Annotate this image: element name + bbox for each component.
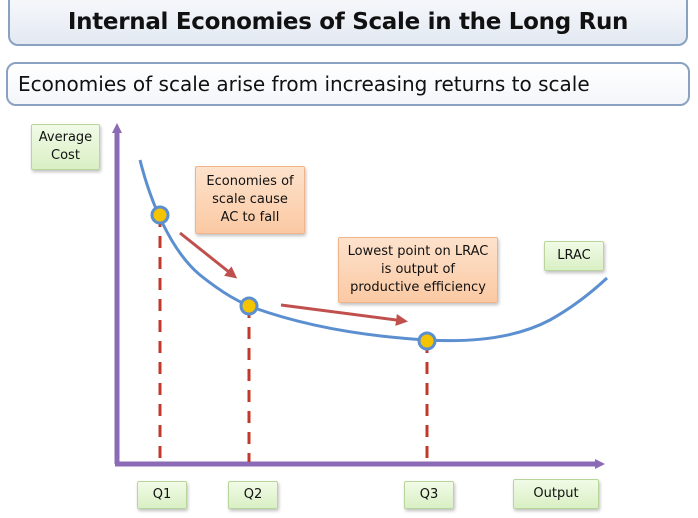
page-title: Internal Economies of Scale in the Long … xyxy=(67,9,629,35)
point-q1 xyxy=(150,205,170,225)
lrac-curve xyxy=(138,159,609,343)
lrac-label: LRAC xyxy=(544,241,604,271)
title-banner: Internal Economies of Scale in the Long … xyxy=(8,0,688,46)
q3-label: Q3 xyxy=(404,481,454,509)
q2-label: Q2 xyxy=(228,481,278,509)
efficiency-annotation: Lowest point on LRAC is output of produc… xyxy=(338,237,498,303)
point-q3 xyxy=(417,331,437,351)
page-subtitle: Economies of scale arise from increasing… xyxy=(18,72,590,96)
falling-cost-arrow xyxy=(179,231,238,279)
x-axis-label: Output xyxy=(513,479,599,509)
y-axis-label: Average Cost xyxy=(31,124,100,170)
point-q2 xyxy=(239,296,259,316)
subtitle-banner: Economies of scale arise from increasing… xyxy=(6,62,690,106)
q1-label: Q1 xyxy=(137,481,187,509)
economies-annotation: Economies of scale cause AC to fall xyxy=(195,166,305,234)
toward-minimum-arrow xyxy=(280,303,408,326)
